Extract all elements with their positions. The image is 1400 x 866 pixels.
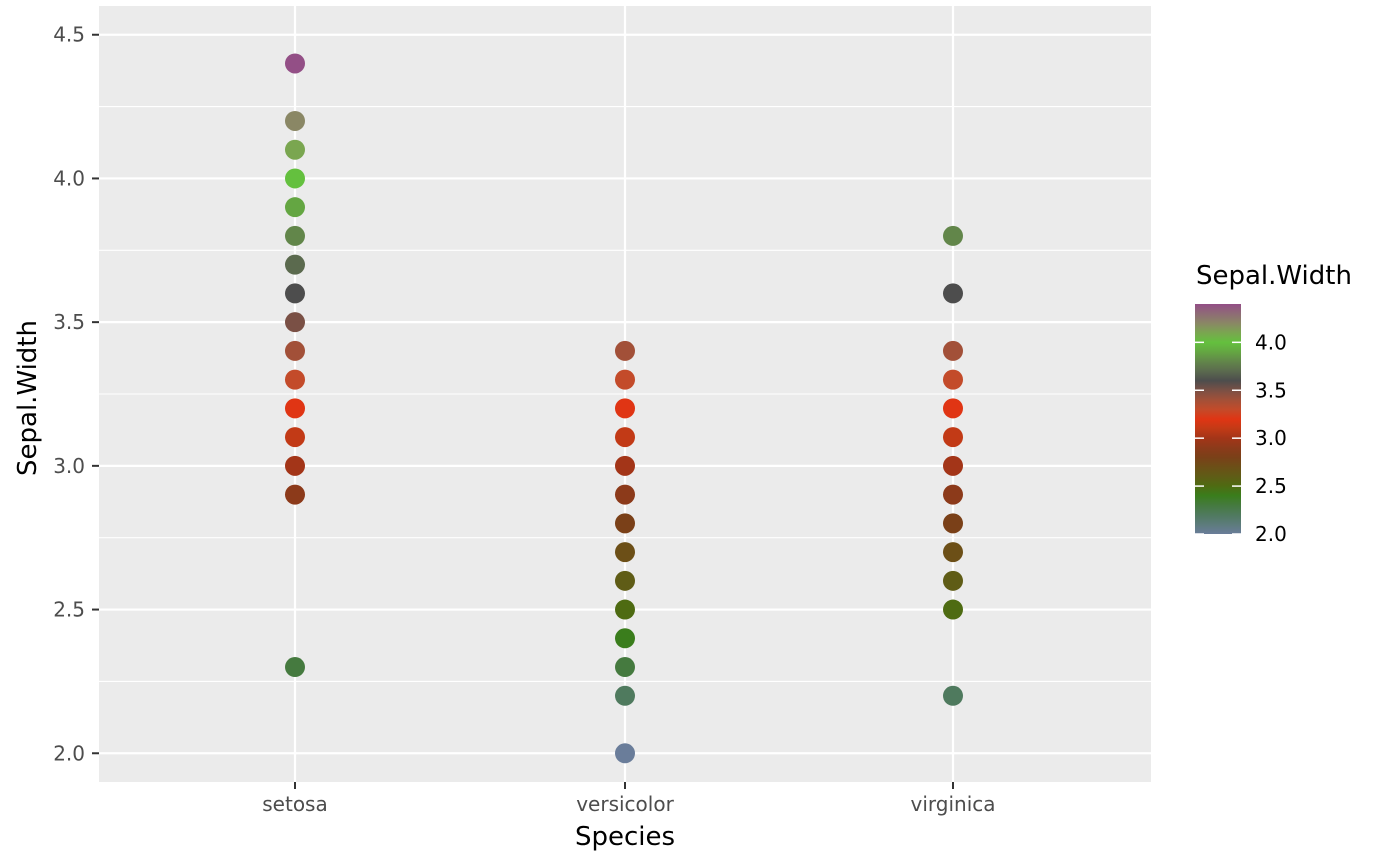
legend-title: Sepal.Width [1196,261,1352,291]
y-axis-title: Sepal.Width [13,320,43,476]
color-legend: Sepal.Width 4.0 3.5 3.0 2.5 2.0 [1195,261,1352,546]
data-point-virginica [943,542,963,563]
data-point-versicolor [615,340,635,361]
data-point-versicolor [615,599,635,620]
data-point-setosa [285,168,305,189]
legend-label: 2.5 [1255,474,1287,498]
data-point-setosa [285,254,305,275]
data-point-versicolor [615,685,635,706]
data-point-setosa [285,312,305,333]
data-point-versicolor [615,542,635,563]
legend-ticks: 4.0 3.5 3.0 2.5 2.0 [1195,330,1287,546]
data-point-setosa [285,283,305,304]
y-tick-label: 3.0 [53,454,85,478]
grid-lines [99,6,1151,782]
data-point-virginica [943,283,963,304]
data-point-virginica [943,369,963,390]
data-point-versicolor [615,657,635,678]
data-point-setosa [285,455,305,476]
x-axis: setosa versicolor virginica [262,782,996,816]
data-point-versicolor [615,628,635,649]
data-point-setosa [285,139,305,160]
data-point-versicolor [615,570,635,591]
data-point-virginica [943,455,963,476]
data-point-versicolor [615,398,635,419]
data-point-setosa [285,53,305,74]
y-tick-label: 2.5 [53,598,85,622]
data-point-virginica [943,340,963,361]
legend-label: 3.5 [1255,378,1287,402]
y-tick-label: 3.5 [53,310,85,334]
data-point-versicolor [615,484,635,505]
data-point-setosa [285,225,305,246]
x-tick-label: virginica [911,792,996,816]
data-point-virginica [943,599,963,620]
data-point-versicolor [615,369,635,390]
legend-label: 4.0 [1255,330,1287,354]
data-point-versicolor [615,513,635,534]
y-tick-label: 2.0 [53,741,85,765]
data-point-virginica [943,570,963,591]
legend-label: 2.0 [1255,522,1287,546]
data-point-setosa [285,484,305,505]
data-point-virginica [943,484,963,505]
data-point-virginica [943,513,963,534]
data-point-setosa [285,340,305,361]
data-point-setosa [285,369,305,390]
data-point-setosa [285,427,305,448]
data-point-virginica [943,427,963,448]
data-point-virginica [943,685,963,706]
data-point-setosa [285,197,305,218]
data-point-versicolor [615,455,635,476]
y-tick-label: 4.0 [53,166,85,190]
y-tick-label: 4.5 [53,23,85,47]
data-point-virginica [943,225,963,246]
x-tick-label: setosa [262,792,327,816]
data-point-setosa [285,657,305,678]
data-point-setosa [285,398,305,419]
y-axis: 2.0 2.5 3.0 3.5 4.0 4.5 [53,23,99,765]
data-point-versicolor [615,743,635,764]
data-point-virginica [943,398,963,419]
x-tick-label: versicolor [576,792,674,816]
legend-label: 3.0 [1255,426,1287,450]
legend-colorbar [1195,304,1241,534]
data-points [285,53,963,764]
data-point-setosa [285,110,305,131]
x-axis-title: Species [575,822,675,852]
data-point-versicolor [615,427,635,448]
